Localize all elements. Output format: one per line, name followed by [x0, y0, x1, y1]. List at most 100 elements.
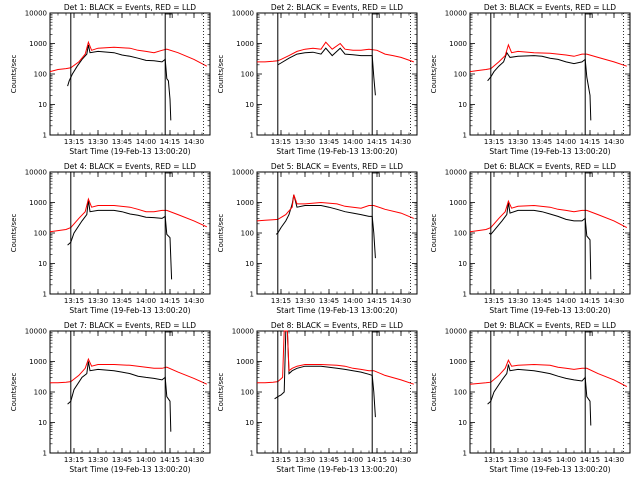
plot-frame: [469, 12, 631, 136]
x-axis-label: Start Time (19-Feb-13 13:00:20): [69, 306, 190, 315]
x-tick-label: 14:00: [343, 138, 363, 146]
y-tick-label: 10000: [445, 10, 467, 18]
x-tick-label: 14:30: [391, 297, 411, 305]
y-tick-label: 10000: [445, 169, 467, 177]
chart-title: Det 1: BLACK = Events, RED = LLD: [64, 3, 196, 12]
detector-chart-2: Det 2: BLACK = Events, RED = LLD Counts/s…: [217, 3, 418, 156]
y-tick-label: 100: [34, 71, 47, 79]
x-tick-label: 14:00: [136, 456, 156, 464]
x-tick-label: 14:30: [391, 456, 411, 464]
y-tick-label: 10: [458, 419, 467, 427]
chart-title: Det 2: BLACK = Events, RED = LLD: [271, 3, 403, 12]
y-tick-label: 100: [241, 71, 254, 79]
x-tick-label: 13:15: [64, 456, 84, 464]
y-tick-label: 10000: [25, 10, 47, 18]
x-axis-label: Start Time (19-Feb-13 13:00:20): [489, 147, 610, 156]
y-axis-label: Counts/sec: [217, 373, 225, 412]
x-tick-label: 14:30: [604, 297, 624, 305]
detector-chart-9: Det 9: BLACK = Events, RED = LLD Counts/s…: [430, 321, 631, 474]
chart-title: Det 8: BLACK = Events, RED = LLD: [271, 321, 403, 330]
series-line-events: [487, 51, 592, 121]
series-line-lld: [49, 197, 208, 233]
x-tick-label: 14:15: [367, 138, 387, 146]
y-tick-label: 10000: [232, 328, 254, 336]
x-tick-label: 13:45: [319, 138, 339, 146]
series-line-events: [277, 47, 376, 96]
x-tick-label: 13:15: [271, 456, 291, 464]
x-tick-label: 13:30: [508, 456, 528, 464]
x-axis-label: Start Time (19-Feb-13 13:00:20): [489, 306, 610, 315]
plot-frame: [49, 330, 211, 454]
detector-chart-6: Det 6: BLACK = Events, RED = LLD Counts/s…: [430, 162, 631, 315]
y-tick-label: 10: [245, 101, 254, 109]
y-tick-label: 1000: [449, 40, 467, 48]
y-axis-label: Counts/sec: [10, 373, 18, 412]
y-tick-label: 1: [43, 132, 47, 140]
series-line-events: [67, 44, 172, 121]
detector-chart-3: Det 3: BLACK = Events, RED = LLD Counts/s…: [430, 3, 631, 156]
x-axis-label: Start Time (19-Feb-13 13:00:20): [489, 465, 610, 474]
series-line-events: [67, 200, 173, 280]
y-tick-label: 1000: [29, 199, 47, 207]
marker-bracket: [165, 331, 173, 336]
x-tick-label: 14:00: [343, 456, 363, 464]
chart-title: Det 3: BLACK = Events, RED = LLD: [484, 3, 616, 12]
chart-title: Det 7: BLACK = Events, RED = LLD: [64, 321, 196, 330]
x-tick-label: 14:15: [580, 456, 600, 464]
marker-bracket: [372, 13, 380, 18]
x-tick-label: 13:45: [112, 456, 132, 464]
detector-chart-4: Det 4: BLACK = Events, RED = LLD Counts/s…: [10, 162, 211, 315]
y-tick-label: 1: [250, 291, 254, 299]
x-tick-label: 14:00: [556, 297, 576, 305]
y-tick-label: 1: [43, 291, 47, 299]
y-tick-label: 1000: [29, 358, 47, 366]
marker-bracket: [585, 331, 593, 336]
y-tick-label: 1: [463, 450, 467, 458]
y-axis-label: Counts/sec: [217, 55, 225, 94]
y-tick-label: 1: [463, 291, 467, 299]
x-tick-label: 13:45: [112, 138, 132, 146]
x-tick-label: 13:15: [484, 456, 504, 464]
chart-title: Det 4: BLACK = Events, RED = LLD: [64, 162, 196, 171]
y-tick-label: 1000: [236, 199, 254, 207]
x-tick-label: 14:15: [160, 456, 180, 464]
y-tick-label: 1000: [449, 199, 467, 207]
x-tick-label: 13:30: [88, 138, 108, 146]
marker-bracket: [165, 172, 173, 177]
x-tick-label: 14:15: [160, 138, 180, 146]
y-axis-label: Counts/sec: [217, 214, 225, 253]
plot-frame: [49, 12, 211, 136]
x-tick-label: 13:30: [295, 456, 315, 464]
chart-title: Det 6: BLACK = Events, RED = LLD: [484, 162, 616, 171]
x-tick-label: 14:00: [556, 456, 576, 464]
y-tick-label: 10: [458, 101, 467, 109]
y-tick-label: 100: [34, 389, 47, 397]
x-tick-label: 13:45: [532, 456, 552, 464]
y-tick-label: 10000: [232, 10, 254, 18]
x-tick-label: 14:15: [580, 297, 600, 305]
series-line-lld: [256, 194, 414, 222]
x-tick-label: 14:15: [160, 297, 180, 305]
series-line-events: [488, 202, 592, 280]
y-tick-label: 10000: [25, 328, 47, 336]
x-tick-label: 14:00: [556, 138, 576, 146]
x-tick-label: 14:15: [367, 297, 387, 305]
x-tick-label: 14:30: [184, 297, 204, 305]
x-tick-label: 13:30: [88, 456, 108, 464]
y-tick-label: 100: [454, 230, 467, 238]
series-line-lld: [257, 41, 414, 63]
x-tick-label: 13:30: [508, 297, 528, 305]
y-axis-label: Counts/sec: [430, 373, 438, 412]
x-tick-label: 13:45: [319, 456, 339, 464]
x-axis-label: Start Time (19-Feb-13 13:00:20): [69, 465, 190, 474]
x-axis-label: Start Time (19-Feb-13 13:00:20): [276, 465, 397, 474]
y-tick-label: 10: [245, 419, 254, 427]
x-axis-label: Start Time (19-Feb-13 13:00:20): [276, 306, 397, 315]
x-tick-label: 13:45: [532, 297, 552, 305]
y-axis-label: Counts/sec: [10, 55, 18, 94]
x-tick-label: 13:45: [532, 138, 552, 146]
x-tick-label: 13:15: [484, 297, 504, 305]
y-tick-label: 10000: [25, 169, 47, 177]
detector-chart-5: Det 5: BLACK = Events, RED = LLD Counts/s…: [217, 162, 418, 315]
x-axis-label: Start Time (19-Feb-13 13:00:20): [69, 147, 190, 156]
